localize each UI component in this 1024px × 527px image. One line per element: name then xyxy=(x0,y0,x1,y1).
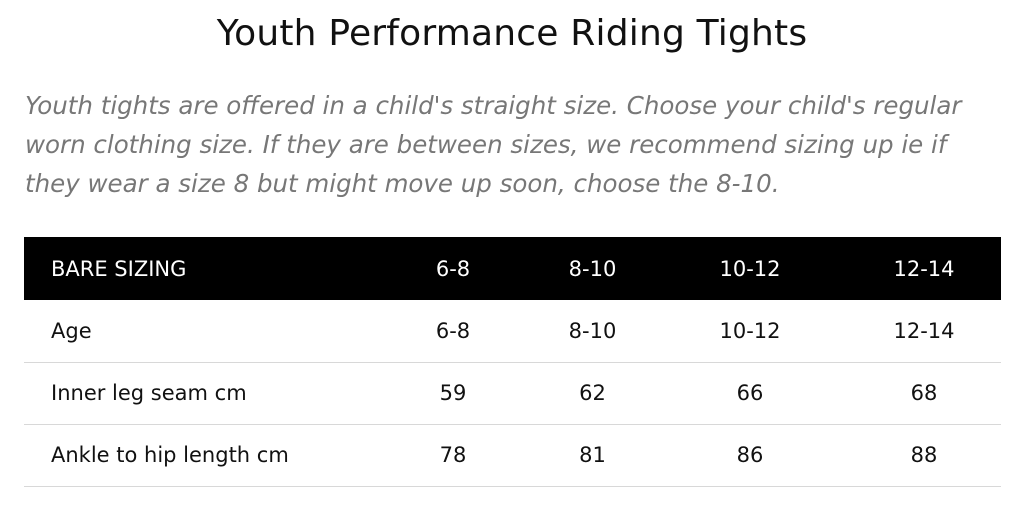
table-cell: 62 xyxy=(579,381,606,405)
table-cell: 81 xyxy=(579,443,606,467)
row-label: Ankle to hip length cm xyxy=(51,443,289,467)
header-cell: 12-14 xyxy=(893,256,955,281)
table-cell: 78 xyxy=(439,443,467,467)
table-cell: 68 xyxy=(910,381,938,405)
row-label: Age xyxy=(51,318,92,343)
table-row: Age 6-8 8-10 10-12 12-14 xyxy=(24,300,1001,362)
row-label: Inner leg seam cm xyxy=(51,381,247,405)
header-cell: 6-8 xyxy=(435,256,471,281)
table-cell: 59 xyxy=(439,381,467,405)
table-row: Ankle to hip length cm 78 81 86 88 xyxy=(24,424,1001,486)
table-cell: 86 xyxy=(736,443,764,467)
header-cell: 10-12 xyxy=(719,256,781,281)
size-chart-table: BARE SIZING 6-8 8-10 10-12 12-14 Age 6-8… xyxy=(24,237,1001,487)
intro-text: Youth tights are offered in a child's st… xyxy=(25,91,962,198)
table-cell: 12-14 xyxy=(893,318,955,343)
table-cell: 8-10 xyxy=(568,318,617,343)
table-header-row: BARE SIZING 6-8 8-10 10-12 12-14 xyxy=(24,237,1001,300)
header-cell: BARE SIZING xyxy=(51,256,187,281)
page-title: Youth Performance Riding Tights xyxy=(216,13,808,54)
header-cell: 8-10 xyxy=(568,256,617,281)
table-row: Inner leg seam cm 59 62 66 68 xyxy=(24,362,1001,424)
table-cell: 66 xyxy=(736,381,764,405)
table-cell: 6-8 xyxy=(435,318,471,343)
table-cell: 88 xyxy=(910,443,938,467)
table-cell: 10-12 xyxy=(719,318,781,343)
